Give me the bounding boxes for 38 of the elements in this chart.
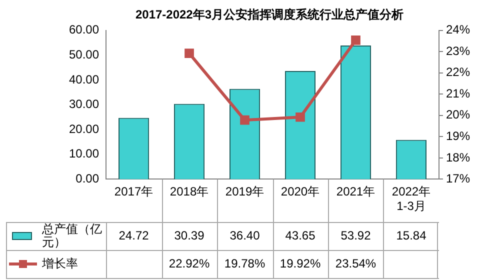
y2-tick-label: 19% xyxy=(446,129,470,143)
x-tick-label: 2018年 xyxy=(170,184,209,199)
data-label: 30.39 xyxy=(174,228,205,242)
point xyxy=(240,115,250,125)
point xyxy=(184,48,194,58)
point xyxy=(351,35,360,45)
y2-tick-label: 24% xyxy=(446,22,470,37)
data-label: 19.78% xyxy=(224,256,266,270)
y-tick-label: 50.00 xyxy=(69,48,100,62)
data-label: 23.54% xyxy=(335,256,376,270)
data-label: 53.92 xyxy=(340,228,372,242)
chart-title: 2017-2022年3月公安指挥调度系统行业总产值分析 xyxy=(135,8,404,22)
y-tick-label: 20.00 xyxy=(69,122,100,136)
data-label: 19.92% xyxy=(280,256,321,270)
y-tick-label: 0.00 xyxy=(76,172,100,186)
y-tick-label: 30.00 xyxy=(69,97,100,112)
y2-tick-label: 22% xyxy=(446,65,470,80)
x-tick-label: 2022年 1-3月 xyxy=(392,184,431,214)
x-tick-label: 2019年 xyxy=(225,184,264,199)
y-tick-label: 10.00 xyxy=(69,146,100,161)
x-tick-label: 2017年 xyxy=(114,184,154,199)
data-label: 24.72 xyxy=(118,228,150,242)
y2-tick-label: 23% xyxy=(446,44,470,58)
y-tick-label: 60.00 xyxy=(69,22,100,37)
legend-label: 增长率 xyxy=(41,256,78,270)
legend-label: 总产值（亿元） xyxy=(41,222,102,249)
data-label: 15.84 xyxy=(396,228,427,242)
y2-tick-label: 18% xyxy=(446,150,470,164)
x-tick-label: 2020年 xyxy=(280,184,320,199)
y-tick-label: 40.00 xyxy=(69,72,100,86)
y2-tick-label: 17% xyxy=(446,172,470,186)
data-label: 22.92% xyxy=(168,256,210,270)
y2-tick-label: 21% xyxy=(446,86,470,100)
x-tick-label: 2021年 xyxy=(336,184,376,199)
data-label: 43.65 xyxy=(285,228,316,242)
y2-tick-label: 20% xyxy=(446,108,470,122)
point xyxy=(296,112,305,122)
data-label: 36.40 xyxy=(230,228,260,242)
